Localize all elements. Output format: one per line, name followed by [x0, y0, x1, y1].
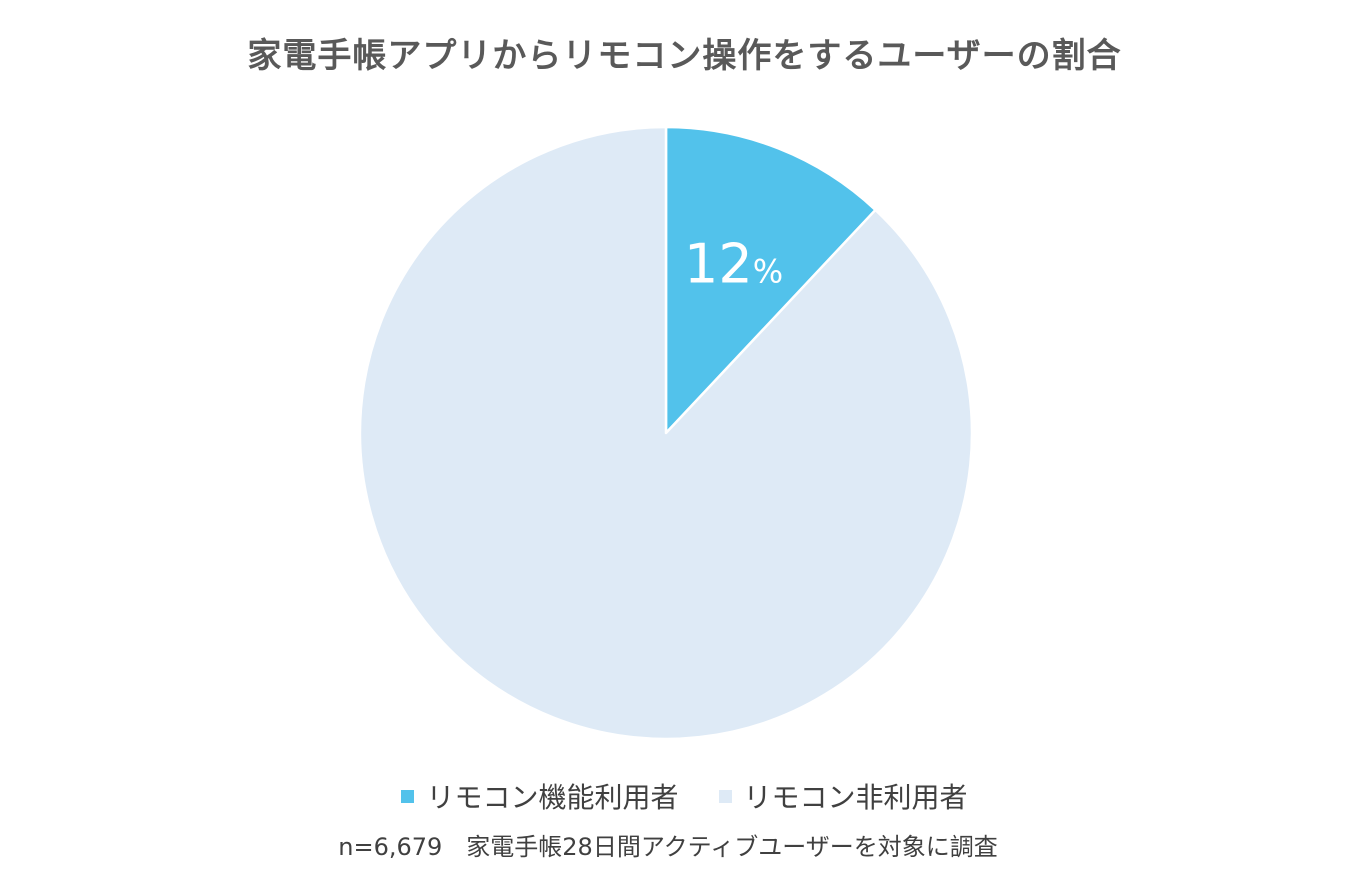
legend: リモコン機能利用者 リモコン非利用者 [0, 776, 1369, 816]
slice-label-remote-users: 12% [684, 232, 783, 295]
legend-swatch-remote-users [401, 789, 415, 803]
footnote: n=6,679 家電手帳28日間アクティブユーザーを対象に調査 [338, 833, 998, 861]
legend-item-remote-users: リモコン機能利用者 [401, 776, 679, 816]
legend-label-non-users: リモコン非利用者 [743, 781, 968, 814]
slice-remote-users [664, 125, 877, 435]
legend-item-non-users: リモコン非利用者 [718, 776, 968, 816]
legend-label-remote-users: リモコン機能利用者 [426, 781, 679, 814]
chart-title: 家電手帳アプリからリモコン操作をするユーザーの割合 [247, 36, 1122, 76]
slice-non-users [358, 125, 974, 741]
legend-swatch-non-users [718, 789, 732, 803]
